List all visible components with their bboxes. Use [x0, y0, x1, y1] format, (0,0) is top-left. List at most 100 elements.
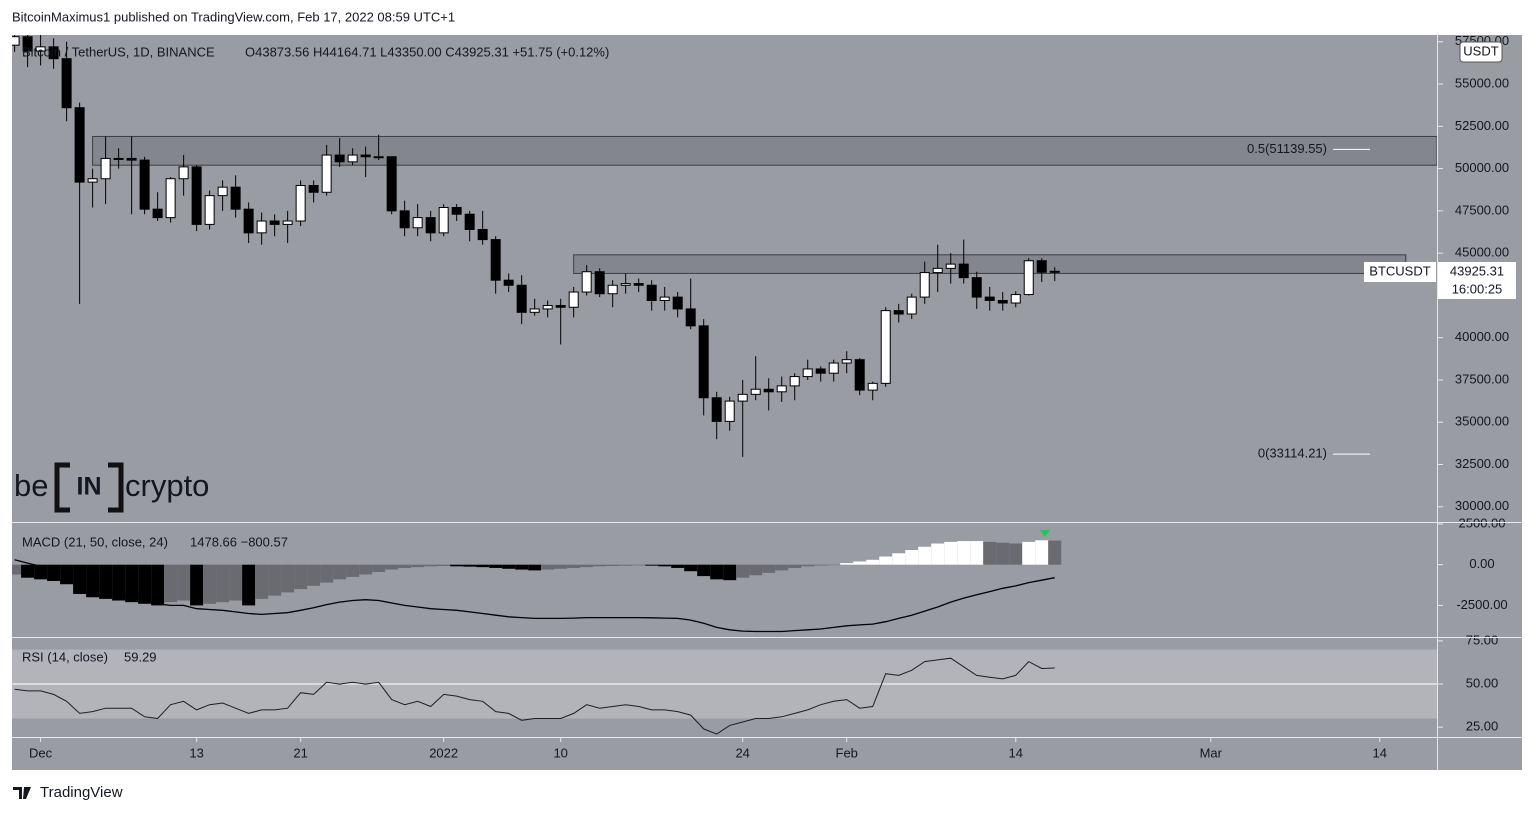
candle-body	[568, 291, 579, 308]
candle-body	[711, 397, 722, 422]
rsi-pane	[12, 649, 1437, 735]
footer-brand[interactable]: TradingView	[40, 784, 123, 801]
macd-histogram-bar	[645, 564, 659, 566]
candle-body	[932, 267, 943, 274]
candle-body	[750, 388, 761, 395]
main-pane: 0.5(51139.55) 0(33114.21)	[12, 35, 1437, 461]
macd-histogram-bar	[606, 564, 620, 566]
y-tick-label: 32500.00	[1455, 456, 1509, 471]
macd-histogram-bar	[34, 564, 48, 580]
macd-histogram-bar	[86, 564, 100, 598]
candle-body	[334, 154, 345, 163]
macd-histogram-bar	[762, 564, 776, 573]
macd-histogram-bar	[411, 564, 425, 568]
candle-body	[867, 382, 878, 391]
candle-body	[308, 184, 319, 193]
candle-body	[763, 388, 774, 393]
candle-body	[737, 393, 748, 402]
macd-title: MACD (21, 50, close, 24)	[22, 534, 168, 549]
candle-body	[620, 283, 631, 286]
currency-badge[interactable]	[1459, 41, 1503, 63]
candle-body	[529, 308, 540, 313]
candle-body	[12, 36, 20, 46]
macd-histogram-bar	[541, 564, 555, 570]
candle-body	[672, 296, 683, 310]
candle-body	[269, 220, 280, 225]
resistance-zone	[573, 254, 1407, 274]
candle-body	[35, 46, 46, 52]
candle-body	[685, 308, 696, 327]
y-tick-label: 30000.00	[1455, 498, 1509, 513]
macd-histogram-bar	[372, 564, 386, 573]
macd-histogram-bar	[853, 561, 867, 565]
y-tick-label: 55000.00	[1455, 75, 1509, 90]
macd-histogram-bar	[190, 564, 204, 606]
y-tick-label: 40000.00	[1455, 329, 1509, 344]
x-tick-label: 2022	[429, 745, 458, 760]
y-tick-label: 0.00	[1469, 556, 1494, 571]
candle-body	[1023, 260, 1034, 296]
candle-body	[243, 208, 254, 234]
candle-body	[256, 220, 267, 234]
macd-histogram-bar	[1048, 540, 1062, 565]
candle-body	[87, 178, 98, 183]
macd-histogram-bar	[294, 564, 308, 590]
macd-histogram-bar	[1009, 543, 1023, 565]
x-tick-label: Mar	[1200, 745, 1223, 760]
y-tick-label: 25.00	[1466, 719, 1499, 734]
y-tick-label: -2500.00	[1456, 597, 1507, 612]
logo-text: be	[14, 468, 48, 503]
x-tick-label: 21	[293, 745, 307, 760]
candle-body	[555, 305, 566, 308]
candle-body	[347, 154, 358, 163]
macd-histogram-bar	[307, 564, 321, 586]
candle-body	[464, 213, 475, 230]
macd-histogram-bar	[268, 564, 282, 596]
macd-histogram-bar	[528, 564, 542, 571]
candle-body	[1010, 294, 1021, 304]
macd-histogram-bar	[957, 541, 971, 565]
candle-body	[971, 277, 982, 298]
fib-label: 0.5(51139.55)	[1247, 141, 1327, 156]
signal-marker	[1040, 530, 1050, 537]
candle-body	[230, 186, 241, 210]
macd-histogram-bar	[112, 564, 126, 601]
x-tick-label: 14	[1009, 745, 1023, 760]
resistance-zone	[92, 135, 1437, 166]
macd-line	[14, 559, 1055, 633]
y-tick-label: 75.00	[1466, 632, 1499, 647]
y-tick-label: 52500.00	[1455, 118, 1509, 133]
macd-histogram-bar	[12, 564, 22, 575]
logo-text: crypto	[125, 468, 209, 503]
rsi-line	[14, 657, 1055, 735]
macd-histogram-bar	[216, 564, 230, 603]
macd-histogram-bar	[879, 556, 893, 565]
tradingview-icon	[13, 787, 31, 799]
candle-body	[854, 359, 865, 391]
candle-body	[399, 210, 410, 229]
macd-histogram-bar	[359, 564, 373, 575]
last-price: 43925.31	[1450, 263, 1504, 278]
candle-body	[633, 283, 644, 286]
candle-body	[438, 206, 449, 234]
macd-histogram-bar	[944, 541, 958, 565]
candle-body	[100, 157, 111, 180]
macd-histogram-bar	[788, 564, 802, 568]
candle-body	[477, 228, 488, 241]
macd-histogram-bar	[346, 564, 360, 577]
countdown: 16:00:25	[1452, 281, 1503, 296]
macd-histogram-bar	[73, 564, 87, 595]
candle-body	[74, 107, 85, 183]
candle-body	[841, 359, 852, 364]
macd-histogram-bar	[814, 564, 828, 566]
macd-histogram-bar	[515, 564, 529, 570]
x-tick-label: 13	[189, 745, 203, 760]
candle-body	[828, 362, 839, 374]
last-price-badge	[1438, 262, 1516, 299]
candle-body	[126, 157, 137, 161]
candle-body	[295, 184, 306, 222]
candle-body	[178, 166, 189, 180]
candle-body	[321, 154, 332, 193]
candle-body	[282, 220, 293, 225]
